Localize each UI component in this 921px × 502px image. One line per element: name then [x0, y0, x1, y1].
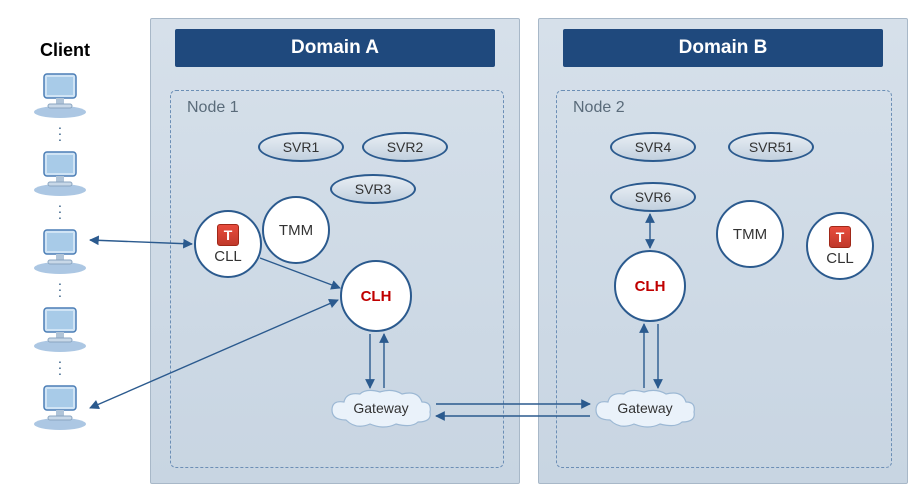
svr2-label: SVR2: [387, 139, 424, 155]
cll-b-node: T CLL: [806, 212, 874, 280]
cll-a-node: T CLL: [194, 210, 262, 278]
gateway-a-cloud: Gateway: [326, 388, 436, 432]
svr1-label: SVR1: [283, 139, 320, 155]
domain-a-header: Domain A: [175, 29, 495, 67]
gateway-b-cloud: Gateway: [590, 388, 700, 432]
t-badge-icon: T: [829, 226, 851, 248]
client-ellipsis-icon: ···: [30, 356, 90, 382]
clh-b-node: CLH: [614, 250, 686, 322]
gateway-a-label: Gateway: [326, 400, 436, 416]
tmm-b-node: TMM: [716, 200, 784, 268]
client-section: Client: [10, 40, 120, 61]
t-badge-icon: T: [217, 224, 239, 246]
svr2-node: SVR2: [362, 132, 448, 162]
svr51-node: SVR51: [728, 132, 814, 162]
svr4-node: SVR4: [610, 132, 696, 162]
domain-b-header: Domain B: [563, 29, 883, 67]
cll-a-label: CLL: [214, 248, 242, 265]
svr4-label: SVR4: [635, 139, 672, 155]
node-1-label: Node 1: [187, 99, 239, 117]
client-ellipsis-icon: ···: [30, 122, 90, 148]
tmm-a-node: TMM: [262, 196, 330, 264]
svr3-node: SVR3: [330, 174, 416, 204]
client-ellipsis-icon: ···: [30, 278, 90, 304]
node-2-label: Node 2: [573, 99, 625, 117]
client-stack: ··· ··· ··· ···: [30, 70, 90, 434]
client-computer-icon: [30, 148, 90, 196]
client-ellipsis-icon: ···: [30, 200, 90, 226]
svr51-label: SVR51: [749, 139, 793, 155]
gateway-b-label: Gateway: [590, 400, 700, 416]
clh-a-node: CLH: [340, 260, 412, 332]
client-title: Client: [10, 40, 120, 61]
svr6-node: SVR6: [610, 182, 696, 212]
svr1-node: SVR1: [258, 132, 344, 162]
svr3-label: SVR3: [355, 181, 392, 197]
tmm-a-label: TMM: [279, 222, 313, 239]
client-computer-icon: [30, 304, 90, 352]
clh-b-label: CLH: [635, 278, 666, 295]
clh-a-label: CLH: [361, 288, 392, 305]
cll-b-label: CLL: [826, 250, 854, 267]
client-computer-icon: [30, 226, 90, 274]
tmm-b-label: TMM: [733, 226, 767, 243]
client-computer-icon: [30, 382, 90, 430]
svr6-label: SVR6: [635, 189, 672, 205]
client-computer-icon: [30, 70, 90, 118]
